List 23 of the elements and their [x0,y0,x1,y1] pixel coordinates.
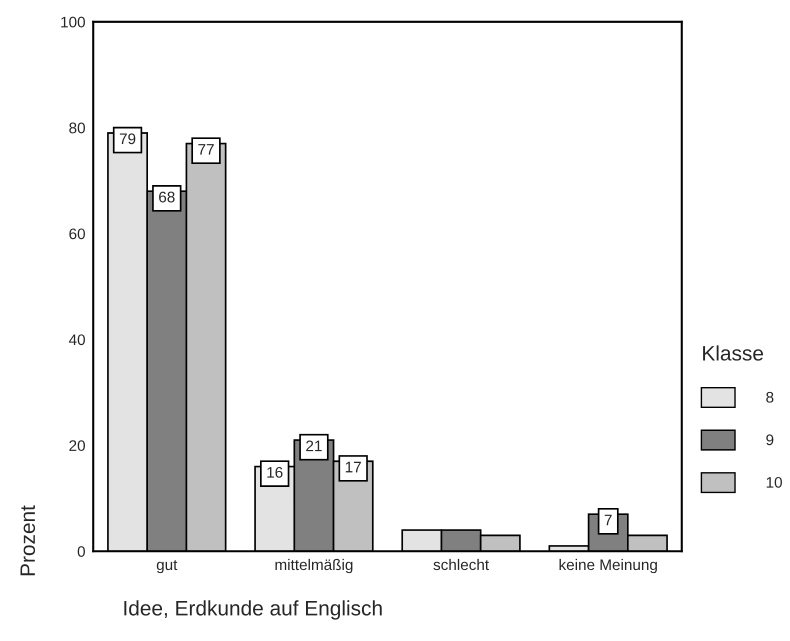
x-tick-label: mittelmäßig [275,558,352,574]
y-tick-label: 0 [78,546,85,557]
y-tick-label: 60 [69,228,85,240]
x-tick-label: gut [156,560,178,574]
x-tick-label: schlecht [433,558,489,570]
data-label: 7 [604,514,612,526]
y-tick-label: 80 [69,122,85,134]
data-label: 68 [159,192,175,202]
x-tick-label: keine Meinung [560,558,657,574]
data-label: 17 [346,462,361,472]
data-label: 21 [306,440,322,452]
x-axis-title: Idee, Erdkunde auf Englisch [124,600,382,620]
legend-label: 10 [766,476,782,488]
data-label: 16 [267,466,283,478]
y-tick-label: 100 [61,16,85,28]
legend-label: 9 [766,434,774,446]
data-label: 77 [198,144,214,155]
data-label: 79 [120,133,136,144]
y-tick-label: 40 [68,334,85,346]
y-axis-title: Prozent [20,505,36,576]
y-tick-label: 20 [69,440,85,452]
legend-title: Klasse [703,345,764,361]
legend-label: 8 [766,392,774,403]
